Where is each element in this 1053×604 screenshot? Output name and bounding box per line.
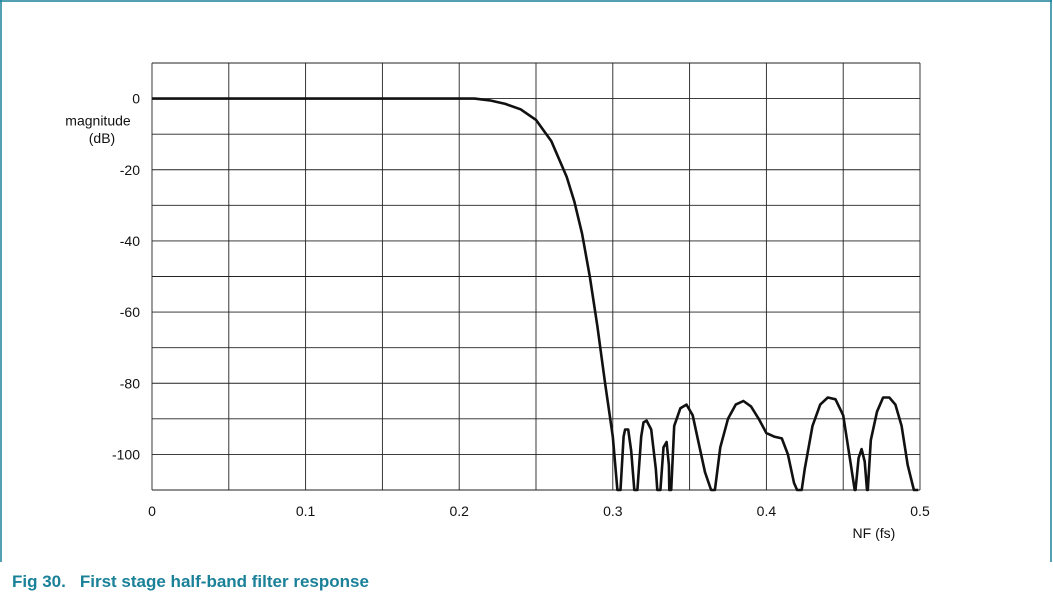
x-axis-label: NF (fs): [853, 525, 896, 541]
y-axis-label-line1: magnitude: [65, 112, 131, 128]
x-tick-label: 0.3: [603, 503, 623, 519]
y-tick-label: -60: [120, 304, 140, 320]
y-tick-label: -100: [112, 446, 140, 462]
x-tick-label: 0: [148, 503, 156, 519]
figure-number: Fig 30.: [12, 572, 66, 591]
x-tick-label: 0.4: [757, 503, 777, 519]
x-tick-label: 0.1: [296, 503, 316, 519]
y-axis-label-line2: (dB): [89, 130, 115, 146]
filter-response-line: [152, 97, 919, 492]
filter-response-chart: 0 0.1 0.2 0.3 0.4 0.5 0 -20 -40 -60 -80 -100 NF (fs…: [65, 62, 930, 541]
plot-grid: [151, 62, 921, 491]
y-tick-label: 0: [132, 91, 140, 107]
x-tick-label: 0.5: [910, 503, 930, 519]
axis-ticks: 0 0.1 0.2 0.3 0.4 0.5 0 -20 -40 -60 -80 -100: [112, 91, 930, 519]
y-tick-label: -80: [120, 375, 140, 391]
y-tick-label: -20: [120, 162, 140, 178]
x-tick-label: 0.2: [449, 503, 469, 519]
figure-title: First stage half-band filter response: [79, 572, 369, 591]
y-tick-label: -40: [120, 233, 140, 249]
figure-caption: Fig 30. First stage half-band filter resp…: [12, 572, 369, 592]
